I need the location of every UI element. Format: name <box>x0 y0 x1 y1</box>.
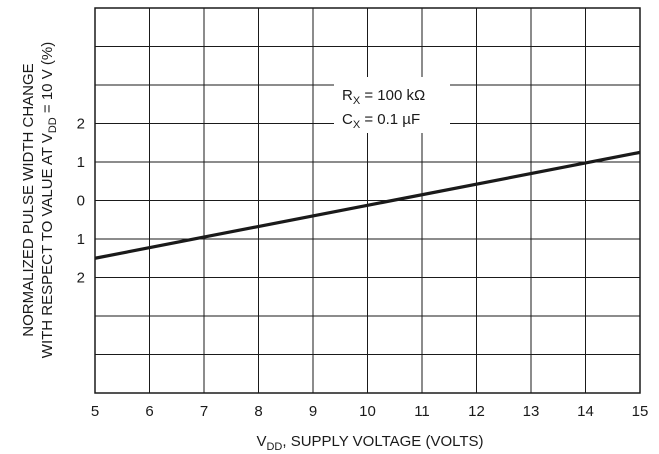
x-tick-label: 12 <box>468 403 485 420</box>
x-tick-label: 7 <box>200 403 208 420</box>
series-group <box>94 150 641 260</box>
x-tick-label: 15 <box>632 403 649 420</box>
x-tick-label: 5 <box>91 403 99 420</box>
annotation-background <box>334 77 450 133</box>
y-tick-label: 2 <box>77 270 85 287</box>
y-tick-label: 0 <box>77 193 85 210</box>
plot-frame <box>94 7 641 394</box>
annotation-rx: RX = 100 kΩ <box>342 87 425 107</box>
grid <box>95 8 640 393</box>
y-axis-label-line2: WITH RESPECT TO VALUE AT VDD = 10 V (%) <box>39 42 59 358</box>
x-tick-label: 9 <box>309 403 317 420</box>
y-axis-label-line1: NORMALIZED PULSE WIDTH CHANGE <box>20 63 37 336</box>
y-tick-label: 1 <box>77 154 85 171</box>
x-tick-label: 14 <box>577 403 594 420</box>
annotation-cx: CX = 0.1 µF <box>342 111 420 131</box>
series-line <box>94 150 641 260</box>
y-tick-label: 1 <box>77 231 85 248</box>
x-tick-label: 11 <box>414 403 430 420</box>
x-tick-label: 8 <box>254 403 262 420</box>
y-tick-label: 2 <box>77 116 85 133</box>
x-tick-label: 10 <box>359 403 376 420</box>
x-tick-label: 13 <box>523 403 540 420</box>
x-tick-label: 6 <box>145 403 153 420</box>
x-axis-label: VDD, SUPPLY VOLTAGE (VOLTS) <box>256 433 483 453</box>
